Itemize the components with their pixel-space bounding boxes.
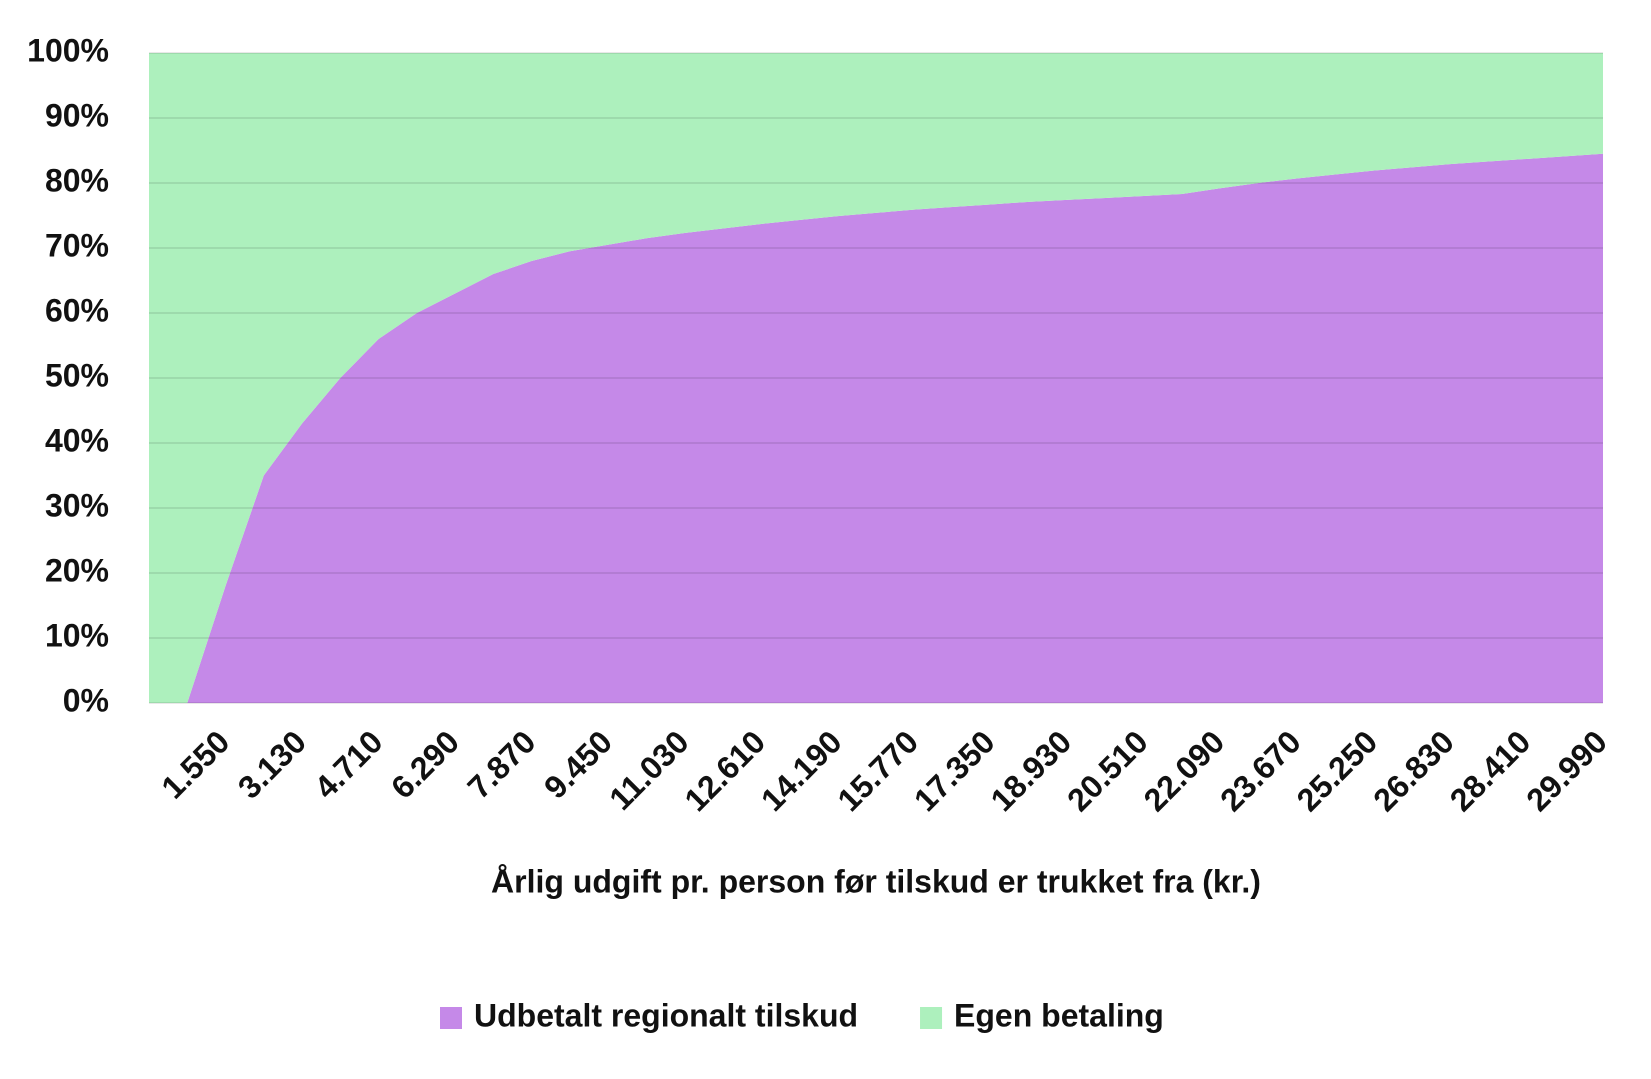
legend-swatch: [920, 1007, 943, 1029]
x-tick-label: 14.190: [754, 723, 849, 818]
x-tick-label: 28.410: [1443, 723, 1538, 818]
legend-swatch: [440, 1007, 462, 1029]
y-tick-label: 0%: [63, 682, 109, 718]
x-tick-label: 18.930: [984, 723, 1079, 818]
x-tick-label: 26.830: [1366, 723, 1461, 818]
x-tick-label: 3.130: [231, 723, 313, 805]
area: [149, 53, 1603, 703]
x-tick-label: 23.670: [1213, 723, 1308, 818]
x-tick-label: 15.770: [831, 723, 926, 818]
y-tick-label: 60%: [45, 292, 109, 328]
area: [149, 153, 1603, 703]
y-tick-label: 80%: [45, 162, 109, 198]
x-tick-label: 29.990: [1519, 723, 1614, 818]
x-tick-label: 1.550: [154, 723, 236, 805]
x-tick-label: 22.090: [1137, 723, 1232, 818]
y-tick-label: 50%: [45, 357, 109, 393]
y-tick-label: 40%: [45, 422, 109, 458]
x-tick-label: 17.350: [907, 723, 1002, 818]
legend-label: Egen betaling: [954, 997, 1164, 1033]
y-tick-label: 70%: [45, 227, 109, 263]
y-tick-label: 20%: [45, 552, 109, 588]
x-tick-label: 12.610: [677, 723, 772, 818]
x-tick-label: 6.290: [384, 723, 466, 805]
x-tick-label: 25.250: [1290, 723, 1385, 818]
x-axis-title: Årlig udgift pr. person før tilskud er t…: [491, 863, 1261, 899]
x-tick-label: 4.710: [307, 723, 389, 805]
x-tick-label: 7.870: [460, 723, 542, 805]
legend-label: Udbetalt regionalt tilskud: [474, 997, 858, 1033]
y-tick-label: 30%: [45, 487, 109, 523]
y-tick-label: 10%: [45, 617, 109, 653]
x-tick-label: 20.510: [1060, 723, 1155, 818]
x-tick-label: 11.030: [602, 723, 695, 816]
y-tick-label: 100%: [27, 32, 109, 68]
y-tick-label: 90%: [45, 97, 109, 133]
